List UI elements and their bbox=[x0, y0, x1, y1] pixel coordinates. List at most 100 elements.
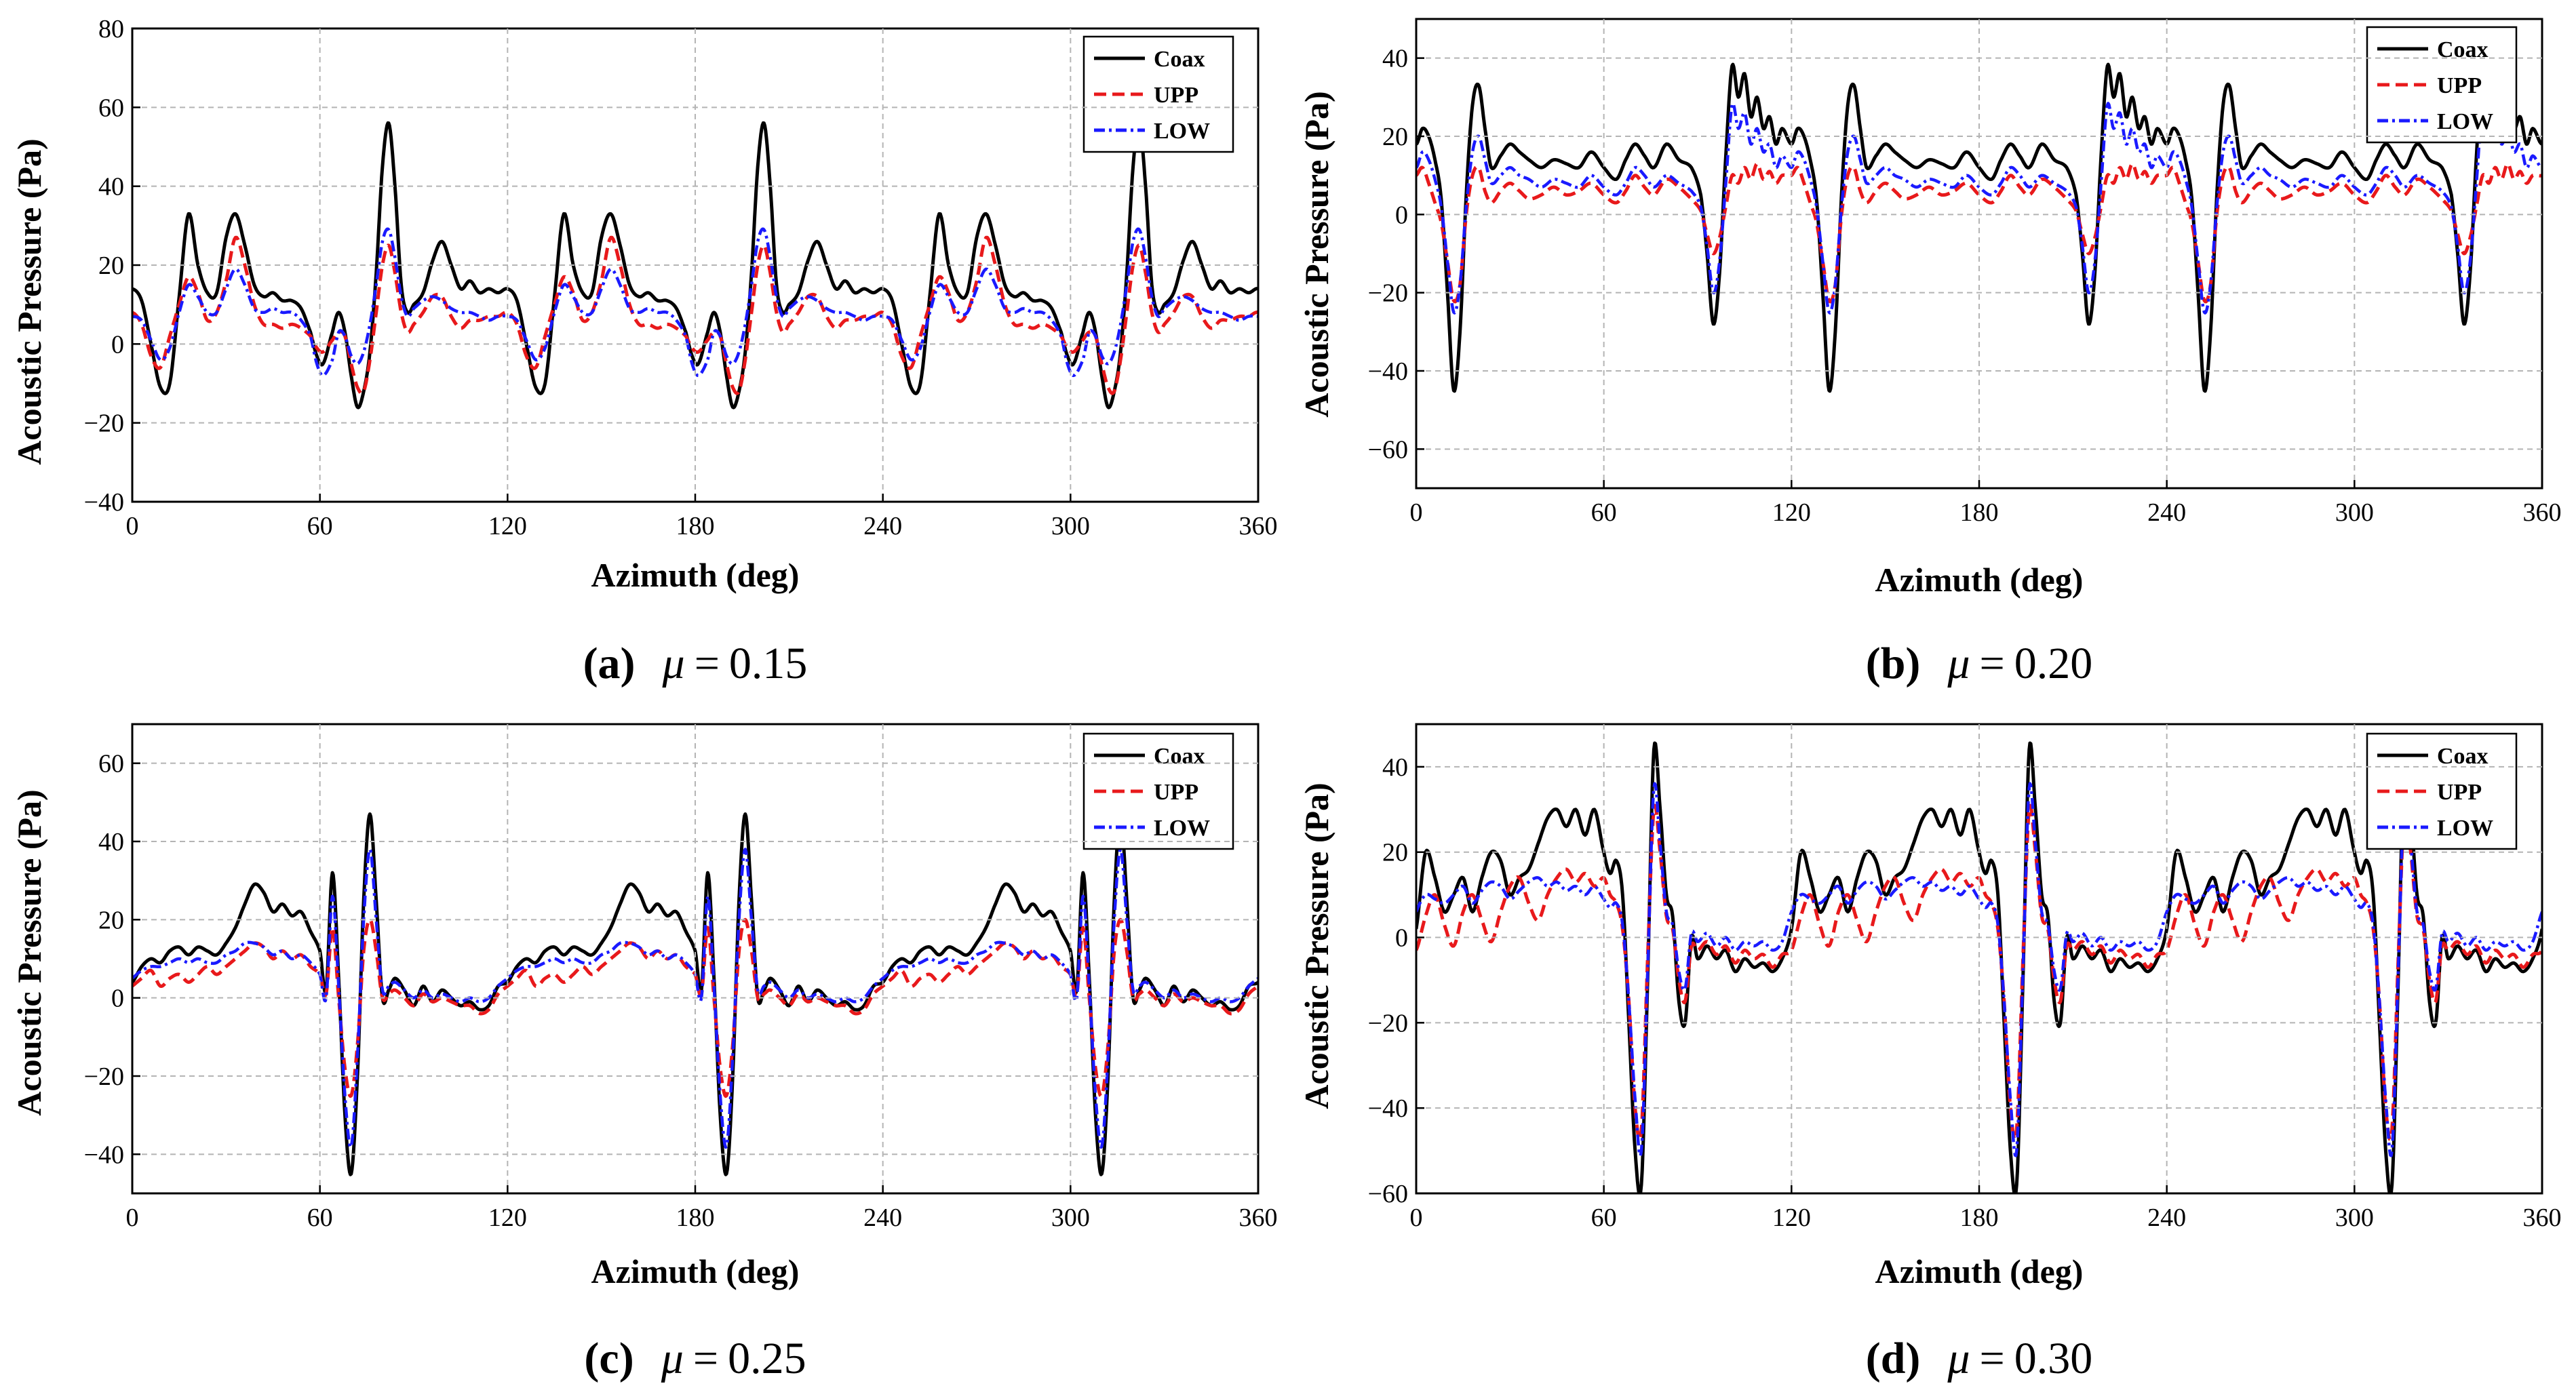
legend-box bbox=[1082, 732, 1234, 850]
caption-mu: μ bbox=[1947, 639, 1970, 688]
x-axis-title: Azimuth (deg) bbox=[1875, 1252, 2084, 1290]
legend-label-coax: Coax bbox=[1154, 47, 1205, 72]
caption-value: 0.20 bbox=[2014, 639, 2093, 688]
x-tick-label: 180 bbox=[676, 1204, 715, 1232]
y-tick-label: 0 bbox=[111, 985, 124, 1013]
y-tick-label: −20 bbox=[84, 1063, 124, 1091]
caption-letter: (b) bbox=[1866, 639, 1921, 688]
y-tick-label: 0 bbox=[111, 330, 124, 359]
series-line-coax bbox=[132, 121, 1258, 410]
y-tick-label: 80 bbox=[98, 15, 124, 43]
x-tick-label: 240 bbox=[2147, 498, 2186, 527]
legend-label-upp: UPP bbox=[2437, 780, 2482, 805]
series-line-coax bbox=[1416, 741, 2542, 1193]
x-tick-label: 360 bbox=[1239, 512, 1278, 540]
legend-label-low: LOW bbox=[2437, 816, 2493, 841]
y-axis-title: Acoustic Pressure (Pa) bbox=[1297, 782, 1335, 1109]
caption-letter: (c) bbox=[584, 1334, 633, 1383]
y-tick-label: 20 bbox=[1382, 839, 1408, 867]
y-tick-label: 20 bbox=[98, 906, 124, 934]
caption-mu: μ bbox=[661, 1334, 684, 1383]
y-tick-label: 40 bbox=[98, 173, 124, 201]
x-tick-label: 240 bbox=[863, 1204, 902, 1232]
y-tick-label: −60 bbox=[1368, 435, 1408, 464]
x-tick-label: 120 bbox=[488, 1204, 527, 1232]
series-line-low bbox=[1416, 102, 2542, 315]
legend: Coax UPP LOW bbox=[1082, 35, 1234, 153]
x-axis-title: Azimuth (deg) bbox=[1875, 561, 2084, 599]
x-tick-label: 60 bbox=[307, 1204, 333, 1232]
series-line-upp bbox=[1416, 161, 2542, 304]
panel-caption: (b) μ = 0.20 bbox=[1866, 639, 2093, 688]
series-line-coax bbox=[1416, 62, 2542, 393]
x-tick-label: 0 bbox=[1410, 1204, 1423, 1232]
x-tick-label: 120 bbox=[488, 512, 527, 540]
legend-box bbox=[1082, 35, 1234, 153]
y-tick-label: −40 bbox=[84, 1140, 124, 1169]
y-tick-label: −20 bbox=[1368, 1009, 1408, 1037]
x-tick-label: 120 bbox=[1772, 498, 1811, 527]
legend-label-low: LOW bbox=[1154, 816, 1210, 841]
caption-value: 0.25 bbox=[728, 1334, 806, 1383]
legend-label-low: LOW bbox=[1154, 119, 1210, 144]
panel-b: Azimuth (deg) Acoustic Pressure (Pa) Coa… bbox=[1297, 18, 2562, 688]
y-tick-label: −20 bbox=[84, 410, 124, 438]
series-line-coax bbox=[132, 812, 1258, 1176]
caption-equals: = bbox=[695, 639, 720, 688]
panel-d: Azimuth (deg) Acoustic Pressure (Pa) Coa… bbox=[1297, 723, 2562, 1383]
legend-label-coax: Coax bbox=[1154, 744, 1205, 769]
x-tick-label: 180 bbox=[1960, 498, 1999, 527]
y-tick-label: −40 bbox=[84, 488, 124, 517]
series-line-upp bbox=[132, 917, 1258, 1098]
series-line-low bbox=[132, 848, 1258, 1149]
x-tick-label: 60 bbox=[1591, 1204, 1617, 1232]
x-tick-label: 240 bbox=[863, 512, 902, 540]
x-tick-label: 0 bbox=[1410, 498, 1423, 527]
x-tick-label: 240 bbox=[2147, 1204, 2186, 1232]
y-tick-label: 40 bbox=[1382, 753, 1408, 782]
x-tick-label: 300 bbox=[2335, 498, 2374, 527]
y-tick-label: 60 bbox=[98, 94, 124, 122]
legend-box bbox=[2366, 732, 2518, 850]
y-tick-label: −20 bbox=[1368, 279, 1408, 308]
x-tick-label: 360 bbox=[2523, 498, 2562, 527]
y-tick-label: 20 bbox=[98, 252, 124, 280]
legend-label-upp: UPP bbox=[1154, 83, 1198, 108]
y-tick-label: 60 bbox=[98, 750, 124, 778]
legend-label-upp: UPP bbox=[2437, 73, 2482, 98]
x-tick-label: 360 bbox=[2523, 1204, 2562, 1232]
caption-value: 0.15 bbox=[729, 639, 808, 688]
y-tick-label: −60 bbox=[1368, 1180, 1408, 1208]
caption-equals: = bbox=[693, 1334, 718, 1383]
panel-a: Azimuth (deg) Acoustic Pressure (Pa) Coa… bbox=[10, 15, 1278, 688]
legend: Coax UPP LOW bbox=[1082, 732, 1234, 850]
x-tick-label: 360 bbox=[1239, 1204, 1278, 1232]
series-line-low bbox=[1416, 782, 2542, 1157]
legend-label-coax: Coax bbox=[2437, 744, 2489, 769]
x-tick-label: 180 bbox=[676, 512, 715, 540]
x-axis-title: Azimuth (deg) bbox=[591, 1252, 800, 1290]
y-tick-label: −40 bbox=[1368, 357, 1408, 386]
panel-c: Azimuth (deg) Acoustic Pressure (Pa) Coa… bbox=[10, 723, 1278, 1383]
y-axis-title: Acoustic Pressure (Pa) bbox=[1297, 91, 1335, 417]
x-tick-label: 300 bbox=[1051, 1204, 1090, 1232]
x-tick-label: 300 bbox=[2335, 1204, 2374, 1232]
panel-caption: (c) μ = 0.25 bbox=[584, 1334, 806, 1383]
x-tick-label: 0 bbox=[126, 1204, 139, 1232]
caption-letter: (d) bbox=[1866, 1334, 1921, 1383]
caption-value: 0.30 bbox=[2014, 1334, 2093, 1383]
x-tick-label: 180 bbox=[1960, 1204, 1999, 1232]
panel-caption: (a) μ = 0.15 bbox=[583, 639, 808, 688]
caption-mu: μ bbox=[662, 639, 685, 688]
x-tick-label: 60 bbox=[307, 512, 333, 540]
series-line-low bbox=[132, 227, 1258, 378]
x-tick-label: 0 bbox=[126, 512, 139, 540]
legend-label-upp: UPP bbox=[1154, 780, 1198, 805]
caption-letter: (a) bbox=[583, 639, 636, 688]
legend-label-low: LOW bbox=[2437, 109, 2493, 134]
x-tick-label: 60 bbox=[1591, 498, 1617, 527]
y-tick-label: 40 bbox=[1382, 45, 1408, 73]
caption-mu: μ bbox=[1947, 1334, 1970, 1383]
y-tick-label: 20 bbox=[1382, 123, 1408, 151]
